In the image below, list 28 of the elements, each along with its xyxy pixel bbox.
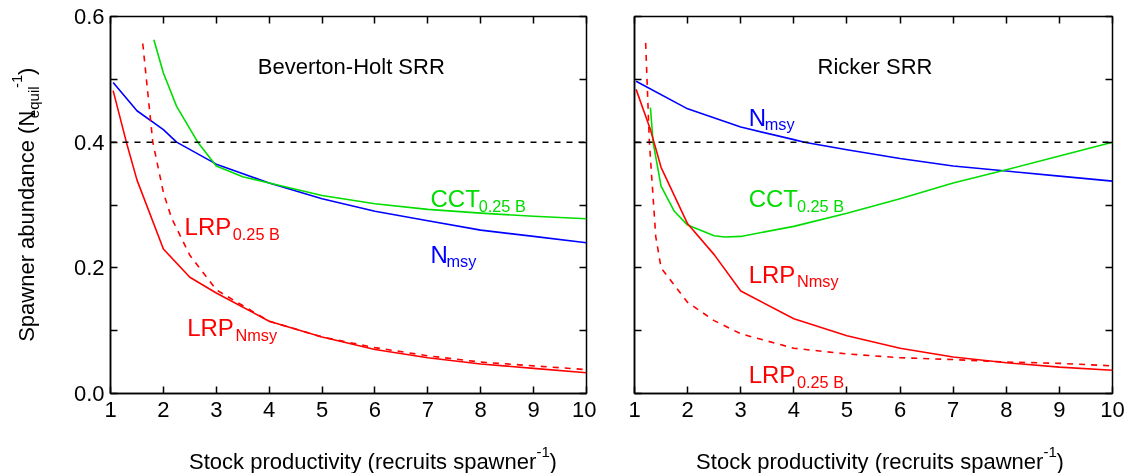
x-tick-label: 4 [787,396,800,422]
x-tick-label: 9 [1053,396,1066,422]
x-tick-label: 7 [947,396,960,422]
y-tick-label: 0.4 [73,129,105,155]
x-tick-label: 9 [527,396,540,422]
x-tick-label: 5 [315,396,329,422]
x-tick-label: 10 [572,396,597,422]
text: Beverton-Holt SRR [257,54,445,79]
x-tick-label: 2 [681,396,694,422]
y-tick-label: 0.0 [73,381,105,406]
x-tick-label: 10 [1100,396,1125,422]
x-tick-label: 8 [1000,396,1013,422]
x-tick-label: 3 [734,396,747,422]
x-tick-label: 2 [157,396,170,422]
y-tick-label: 0.2 [73,255,105,281]
line-series [153,38,587,220]
x-tick-label: 1 [628,396,641,422]
x-tick-label: 3 [210,396,223,422]
x-tick-label: 6 [893,396,907,422]
x-tick-label: 4 [263,396,276,422]
x-tick-label: 7 [421,396,434,422]
y-tick-label: 0.6 [73,4,105,29]
x-tick-label: 8 [474,396,487,422]
x-tick-label: 5 [840,396,854,422]
text: Ricker SRR [817,54,933,79]
x-tick-label: 1 [104,396,117,422]
line-series [112,81,587,244]
x-tick-label: 6 [368,396,382,422]
